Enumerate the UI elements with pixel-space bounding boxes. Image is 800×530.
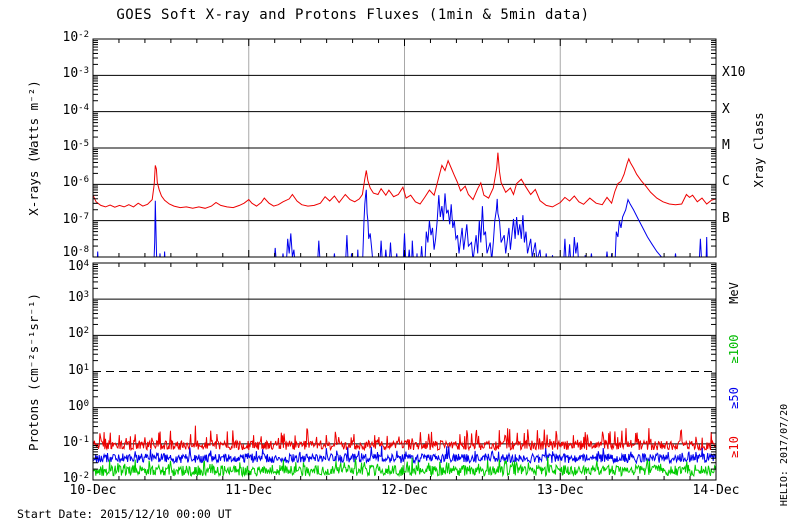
protons-ytick: 102 [67,326,89,342]
credit-label: HELIO: 2017/07/20 [779,403,790,507]
protons-ytick: 104 [67,259,89,274]
xray-ticks [92,39,717,257]
protons-ticks [92,263,717,480]
protons-ytick: 101 [67,362,89,378]
xray-ytick: 10-5 [62,139,90,154]
xray-class-label: X10 [722,65,746,81]
protons-ge50MeV-series [93,445,716,465]
xray-class-axis-title: Xray Class [750,112,766,188]
proton-energy-label: ≥50 [727,386,741,409]
start-date-label: Start Date: 2015/12/10 00:00 UT [17,507,232,521]
xray-ytick: 10-7 [62,211,90,227]
xray-class-label: X [722,101,730,117]
protons-ytick: 10-2 [62,471,90,486]
xray-ytick: 10-8 [62,245,90,260]
protons-ytick: 100 [67,398,89,414]
xtick-label: 10-Dec [69,483,117,498]
protons-axis-title: Protons (cm⁻²s⁻¹sr⁻¹) [25,292,41,451]
plot-title: GOES Soft X-ray and Protons Fluxes (1min… [116,7,590,23]
protons-ge10MeV-series [93,425,716,452]
proton-energy-label: ≥10 [727,436,741,458]
xray-ytick: 10-3 [62,66,90,82]
xray-class-axis-title-wrap: Xray Class [750,112,766,188]
xray-short-0.05-0.4nm-series [96,189,708,257]
xray-ytick: 10-6 [62,175,90,191]
protons-ytick: 10-1 [62,434,90,450]
proton-energy-label-wrap: ≥100 [727,334,741,364]
xray-class-label: B [722,210,730,226]
protons-panel [92,262,717,481]
xray-class-label: C [722,174,730,190]
mev-axis-title-wrap: MeV [727,282,741,304]
proton-energy-label: ≥100 [727,334,741,364]
xray-class-label: M [722,138,730,153]
xray-panel [92,38,717,258]
proton-energy-label-wrap: ≥10 [727,436,741,458]
xray-ytick: 10-4 [62,102,90,118]
xtick-label: 11-Dec [225,483,273,498]
mev-axis-title: MeV [727,282,741,304]
xray-ytick: 10-2 [62,30,90,45]
xray-axis-title: X-rays (Watts m⁻²) [25,80,41,216]
credit-label-wrap: HELIO: 2017/07/20 [779,403,790,507]
proton-energy-label-wrap: ≥50 [727,386,741,409]
protons-ytick: 103 [67,290,89,306]
xray-axis-title-wrap: X-rays (Watts m⁻²) [25,80,41,216]
xtick-label: 13-Dec [536,483,584,498]
protons-axis-title-wrap: Protons (cm⁻²s⁻¹sr⁻¹) [25,292,41,451]
xtick-label: 12-Dec [381,483,428,498]
xtick-label: 14-Dec [692,483,740,498]
protons-ge100MeV-series [93,456,716,478]
xray-long-0.1-0.8nm-series [93,152,716,209]
